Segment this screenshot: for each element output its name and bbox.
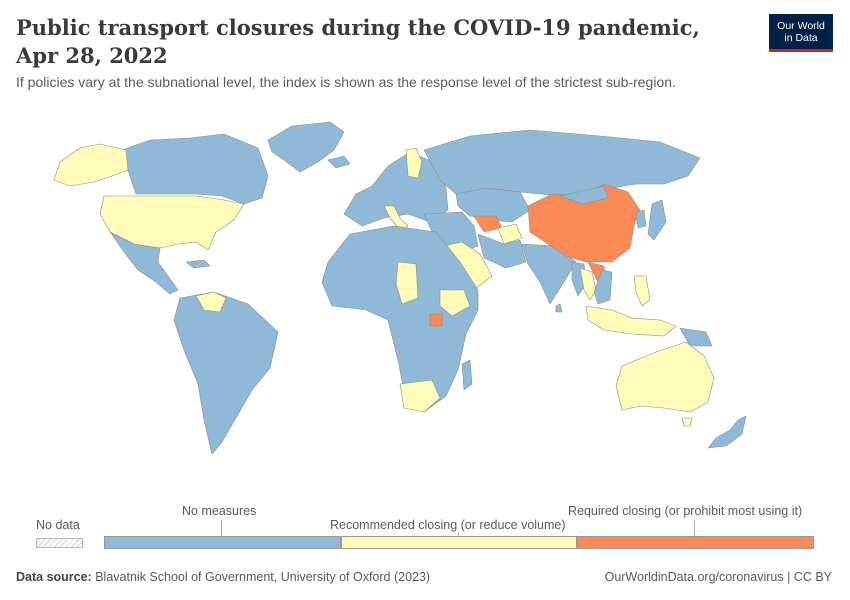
legend-label-no-measures: No measures xyxy=(182,504,257,518)
region-europe[interactable] xyxy=(343,151,449,227)
region-italy[interactable] xyxy=(383,205,409,231)
data-source: Data source: Blavatnik School of Governm… xyxy=(16,570,430,584)
chart-subtitle: If policies vary at the subnational leve… xyxy=(16,74,676,90)
region-new-zealand[interactable] xyxy=(707,415,747,449)
region-japan[interactable] xyxy=(647,199,667,241)
region-sri-lanka[interactable] xyxy=(555,303,563,313)
region-greenland[interactable] xyxy=(267,121,345,173)
legend-no-data-swatch xyxy=(36,538,83,548)
data-source-label: Data source: xyxy=(16,570,92,584)
region-papua-new-guinea[interactable] xyxy=(679,327,713,347)
region-finland[interactable] xyxy=(405,147,423,179)
region-iran-pakistan[interactable] xyxy=(477,233,527,269)
legend-bin-recommended[interactable] xyxy=(341,536,577,549)
region-africa[interactable] xyxy=(321,225,479,413)
region-south-america[interactable] xyxy=(173,291,279,455)
region-philippines[interactable] xyxy=(633,275,651,307)
world-map[interactable] xyxy=(0,110,850,490)
footer-link[interactable]: OurWorldinData.org/coronavirus | CC BY xyxy=(604,570,832,584)
legend-tick-required xyxy=(694,520,695,536)
logo-line-2: in Data xyxy=(784,32,818,44)
owid-logo[interactable]: Our World in Data xyxy=(769,14,833,52)
region-venezuela[interactable] xyxy=(195,291,227,313)
region-indonesia[interactable] xyxy=(585,305,677,337)
region-russia[interactable] xyxy=(423,129,701,197)
region-cuba[interactable] xyxy=(185,259,211,269)
chart-title: Public transport closures during the COV… xyxy=(16,15,700,68)
legend-label-required: Required closing (or prohibit most using… xyxy=(568,504,803,518)
region-south-africa[interactable] xyxy=(399,379,441,413)
legend-tick-no-measures xyxy=(221,520,222,536)
region-thailand[interactable] xyxy=(579,267,597,301)
legend-no-data-label: No data xyxy=(36,518,80,532)
region-korea[interactable] xyxy=(635,209,647,229)
legend-tick-recommended xyxy=(458,532,459,536)
legend-bin-no-measures[interactable] xyxy=(104,536,341,549)
region-madagascar[interactable] xyxy=(461,359,473,391)
region-vietnam[interactable] xyxy=(593,269,613,305)
region-afghanistan[interactable] xyxy=(497,223,523,245)
region-iceland[interactable] xyxy=(327,155,351,169)
legend-bin-required[interactable] xyxy=(577,536,814,549)
region-ethiopia[interactable] xyxy=(439,289,471,317)
region-uganda[interactable] xyxy=(429,313,443,327)
legend-label-recommended: Recommended closing (or reduce volume) xyxy=(330,518,566,532)
region-tasmania[interactable] xyxy=(681,417,693,427)
data-source-text: Blavatnik School of Government, Universi… xyxy=(95,570,431,584)
region-mongolia[interactable] xyxy=(559,185,609,205)
region-chad[interactable] xyxy=(395,261,419,305)
region-mexico[interactable] xyxy=(109,231,179,295)
region-australia[interactable] xyxy=(615,341,715,413)
region-alaska[interactable] xyxy=(53,143,129,187)
logo-line-1: Our World xyxy=(777,20,825,32)
region-canada[interactable] xyxy=(121,133,269,205)
region-central-asia[interactable] xyxy=(455,187,531,223)
